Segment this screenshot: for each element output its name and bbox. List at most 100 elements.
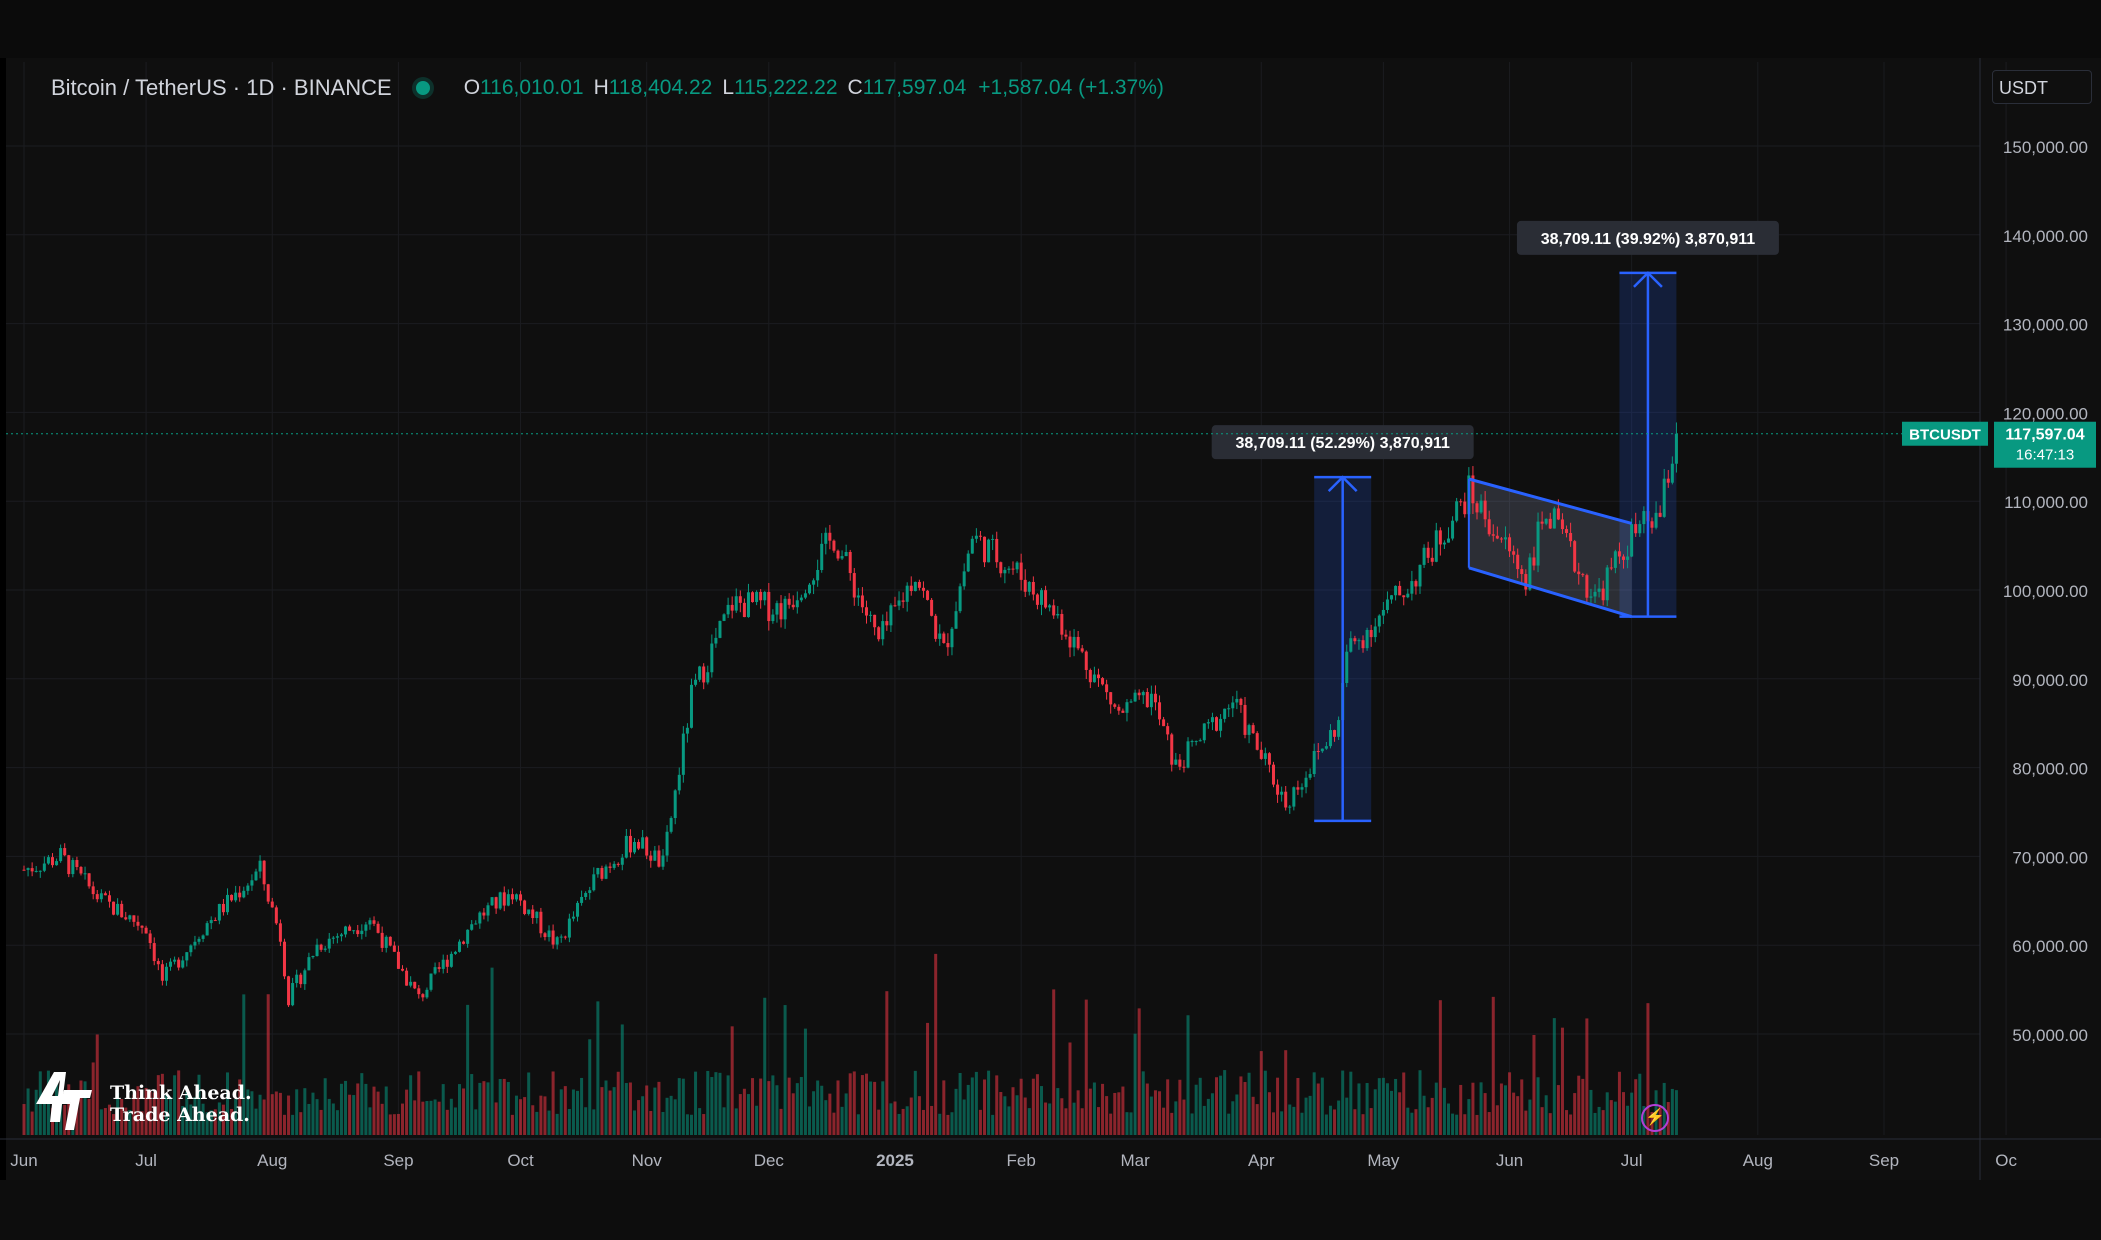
volume-bar <box>1162 1107 1166 1135</box>
candle-body <box>677 774 681 791</box>
volume-bar <box>242 994 246 1135</box>
candle-body <box>1459 501 1463 503</box>
candle-body <box>1532 557 1536 566</box>
open-label: O <box>463 76 481 99</box>
volume-bar <box>742 1088 746 1135</box>
volume-bar <box>649 1110 653 1135</box>
x-tick-label: Jul <box>135 1151 157 1170</box>
volume-bar <box>1442 1087 1446 1135</box>
candle-body <box>417 988 421 995</box>
candle-body <box>331 937 335 939</box>
candle-body <box>22 869 26 871</box>
volume-bar <box>946 1114 950 1135</box>
candle-body <box>258 860 262 872</box>
candle-body <box>1422 547 1426 565</box>
volume-bar <box>1601 1110 1605 1135</box>
candle-body <box>1670 463 1674 483</box>
candle-body <box>466 929 470 944</box>
lightning-icon[interactable]: ⚡ <box>1641 1104 1669 1132</box>
volume-bar <box>1113 1092 1117 1135</box>
volume-bar <box>181 1105 185 1135</box>
volume-bar <box>1597 1106 1601 1135</box>
candle-body <box>189 945 193 953</box>
x-tick-label: Dec <box>754 1151 785 1170</box>
volume-bar <box>567 1108 571 1135</box>
volume-bar <box>555 1113 559 1135</box>
volume-bar <box>1520 1079 1524 1135</box>
volume-bar <box>1552 1018 1556 1135</box>
volume-bar <box>1149 1096 1153 1135</box>
candle-body <box>1304 777 1308 788</box>
candle-body <box>405 970 409 986</box>
volume-bar <box>169 1097 173 1135</box>
volume-bar <box>889 1103 893 1135</box>
candle-body <box>698 666 702 680</box>
symbol-title[interactable]: Bitcoin / TetherUS · 1D · BINANCE <box>51 75 392 100</box>
candle-body <box>1638 524 1642 534</box>
volume-bar <box>905 1106 909 1135</box>
candle-body <box>1186 741 1190 768</box>
candle-body <box>1072 636 1076 648</box>
volume-bar <box>877 1109 881 1135</box>
candle-body <box>1447 538 1450 543</box>
volume-bar <box>323 1078 327 1135</box>
volume-bar <box>99 1109 103 1135</box>
candle-body <box>83 873 87 875</box>
price-tag-box <box>1994 421 2096 468</box>
candle-body <box>633 841 636 853</box>
volume-bar <box>645 1085 649 1135</box>
volume-bar <box>917 1096 921 1135</box>
volume-bar <box>209 1110 213 1135</box>
volume-bar <box>1153 1090 1157 1135</box>
volume-bar <box>958 1073 962 1135</box>
candle-body <box>905 585 909 602</box>
candle-body <box>1109 692 1113 705</box>
candle-body <box>1642 511 1646 525</box>
candle-body <box>1198 740 1202 742</box>
candle-body <box>1308 774 1312 778</box>
volume-bar <box>1341 1070 1345 1135</box>
volume-bar <box>795 1083 799 1135</box>
candle-body <box>641 837 645 849</box>
candle-body <box>1113 704 1117 707</box>
candle-body <box>1524 574 1528 590</box>
candle-body <box>1536 521 1540 566</box>
candle-body <box>1451 520 1455 539</box>
candle-body <box>661 855 665 867</box>
volume-bars <box>22 953 1678 1135</box>
candle-body <box>917 581 921 588</box>
candle-body <box>1255 733 1259 750</box>
volume-bar <box>535 1111 539 1135</box>
candle-body <box>352 930 356 932</box>
candle-body <box>1491 534 1495 536</box>
candle-body <box>1166 726 1170 735</box>
candle-body <box>999 562 1003 574</box>
candle-body <box>295 974 299 984</box>
volume-bar <box>934 953 938 1135</box>
candle-body <box>291 983 295 1006</box>
candle-body <box>873 614 877 628</box>
candle-body <box>820 543 824 570</box>
volume-bar <box>1593 1112 1597 1135</box>
volume-bar <box>368 1107 372 1135</box>
candle-body <box>274 907 278 924</box>
currency-button[interactable]: USDT <box>1992 70 2092 104</box>
volume-bar <box>514 1095 518 1135</box>
volume-bar <box>974 1071 978 1135</box>
candle-body <box>1105 684 1109 693</box>
volume-bar <box>1503 1085 1507 1135</box>
candle-body <box>1674 433 1678 464</box>
candle-body <box>388 936 392 946</box>
volume-bar <box>1007 1106 1011 1135</box>
volume-bar <box>315 1099 319 1135</box>
candle-body <box>950 628 954 648</box>
candle-body <box>563 936 567 938</box>
candle-body <box>1434 530 1438 562</box>
volume-bar <box>970 1077 974 1135</box>
candle-body <box>140 925 144 928</box>
candle-body <box>1394 585 1398 596</box>
candle-body <box>1174 759 1178 765</box>
volume-bar <box>327 1098 331 1135</box>
volume-bar <box>311 1092 315 1135</box>
